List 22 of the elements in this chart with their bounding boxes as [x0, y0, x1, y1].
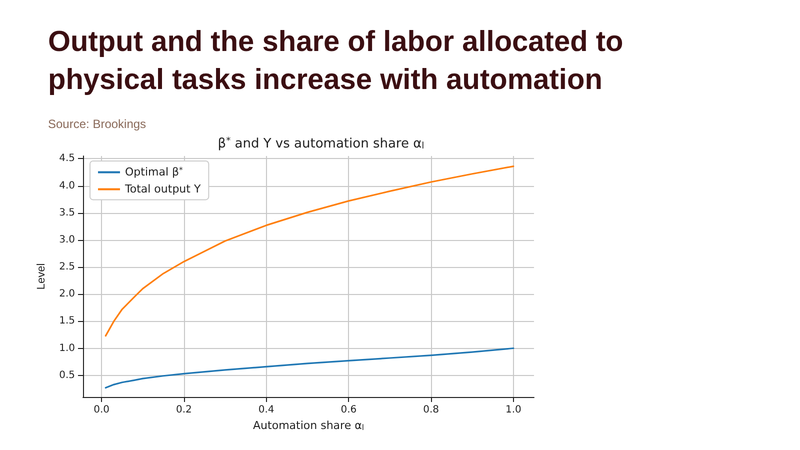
- x-tick-label: 0.2: [176, 404, 192, 416]
- chart-subtitle: β* and Y vs automation share αl: [218, 136, 424, 152]
- y-tick-label: 2.0: [59, 288, 75, 300]
- y-tick-label: 0.5: [59, 370, 75, 381]
- x-tick-label: 0.0: [94, 404, 110, 416]
- legend-label: Total output Y: [124, 182, 201, 196]
- x-tick-label: 0.8: [423, 404, 439, 416]
- y-axis-title: Level: [36, 263, 48, 290]
- y-tick-label: 1.5: [59, 316, 75, 327]
- y-tick-label: 4.0: [59, 180, 75, 192]
- y-tick-label: 3.0: [59, 234, 75, 246]
- y-tick-label: 3.5: [59, 207, 75, 218]
- y-tick-label: 1.0: [59, 342, 75, 354]
- line-series: [104, 347, 514, 389]
- y-tick-label: 4.5: [59, 153, 75, 164]
- source-note: Source: Brookings: [48, 117, 146, 131]
- chart-title: Output and the share of labor allocated to physical tasks increase with automation: [48, 26, 632, 96]
- line-series: [104, 165, 514, 337]
- x-tick-label: 0.4: [258, 404, 274, 416]
- x-tick-label: 0.6: [340, 404, 357, 416]
- x-tick-label: 1.0: [505, 404, 522, 416]
- y-tick-label: 2.5: [59, 262, 75, 273]
